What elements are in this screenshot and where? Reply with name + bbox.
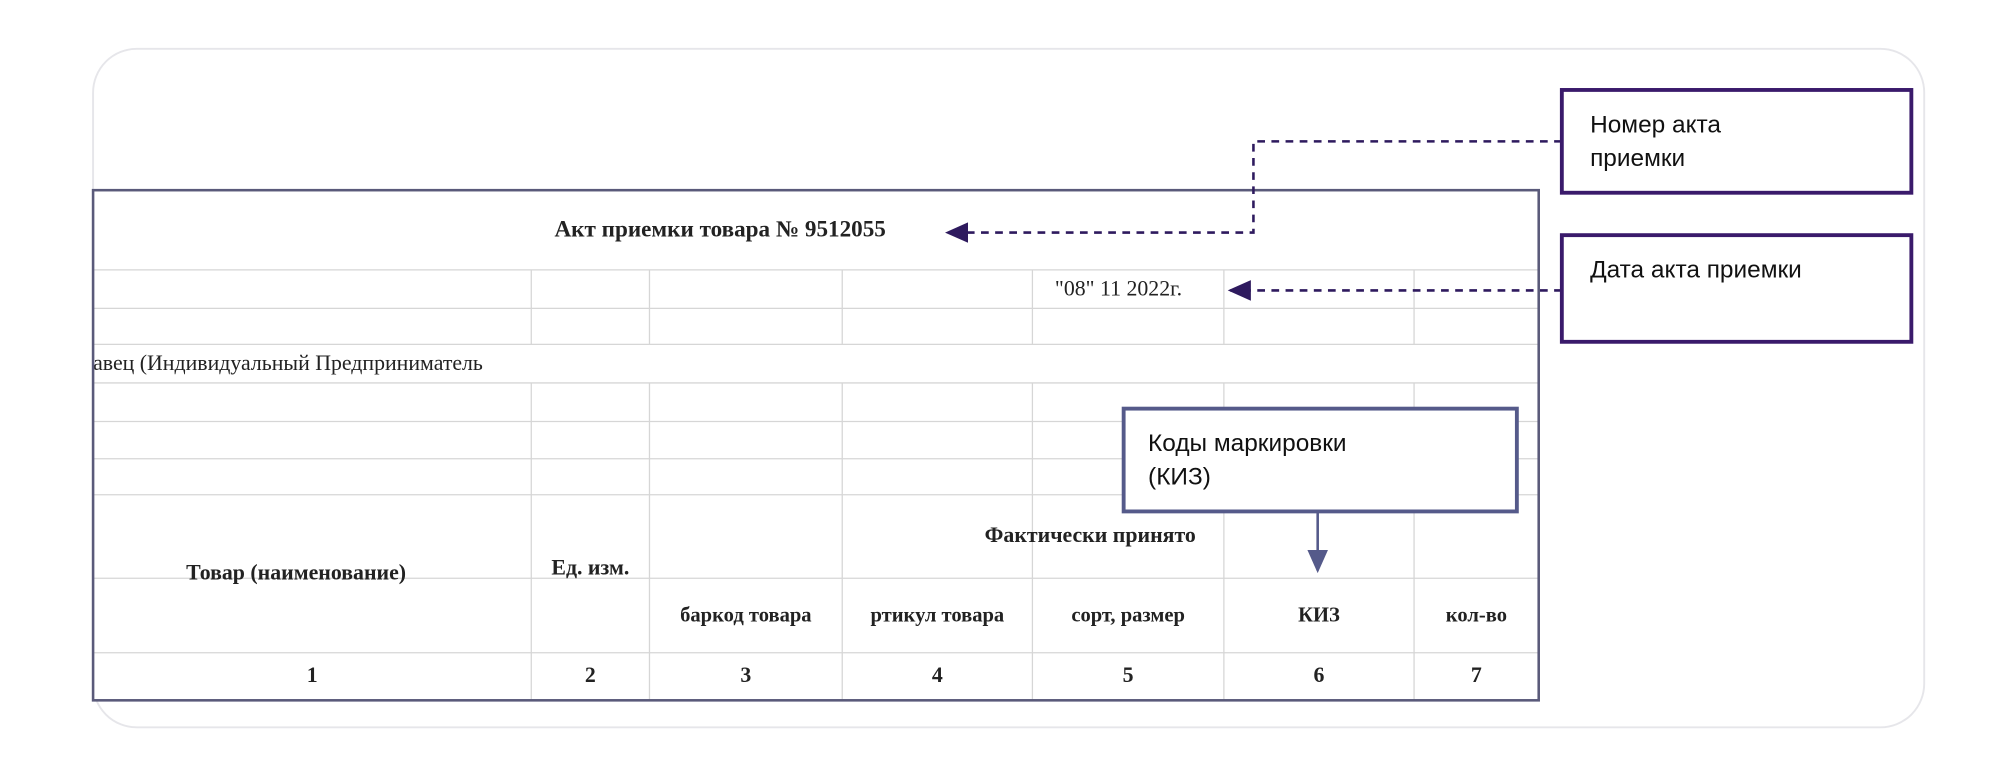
cell-text: баркод товара [680, 605, 811, 627]
cell-text: Товар (наименование) [186, 560, 406, 584]
cell-text: авец (Индивидуальный Предприниматель [93, 351, 483, 375]
cell-text: 2 [585, 663, 596, 687]
cell-text: сорт, размер [1071, 605, 1185, 627]
cell-text: 6 [1314, 663, 1325, 687]
callout-text: приемки [1590, 145, 1685, 172]
callout-text: Номер акта [1590, 111, 1721, 138]
callout-box [1559, 233, 1914, 344]
cell-text: 4 [932, 663, 943, 687]
table-border [91, 188, 1540, 702]
callout-text: Дата акта приемки [1590, 257, 1802, 284]
connector [945, 140, 1562, 243]
cell-text: Акт приемки товара № 9512055 [554, 217, 885, 243]
cell-text: 3 [740, 663, 751, 687]
cell-text: 5 [1123, 663, 1134, 687]
cell-text: Ед. изм. [551, 555, 629, 579]
cell-text: "08" 11 2022г. [1055, 276, 1182, 300]
callout-box [1559, 88, 1914, 195]
callout-text: Коды маркировки [1148, 430, 1346, 457]
cell-text: Фактически принято [985, 523, 1196, 547]
cell-text: КИЗ [1298, 605, 1340, 627]
cell-text: 7 [1471, 663, 1482, 687]
cell-text: ртикул товара [870, 605, 1004, 627]
callout-text: (КИЗ) [1148, 463, 1211, 490]
cell-text: 1 [307, 663, 318, 687]
callout-box [1121, 406, 1519, 514]
cell-text: кол-во [1446, 605, 1507, 627]
